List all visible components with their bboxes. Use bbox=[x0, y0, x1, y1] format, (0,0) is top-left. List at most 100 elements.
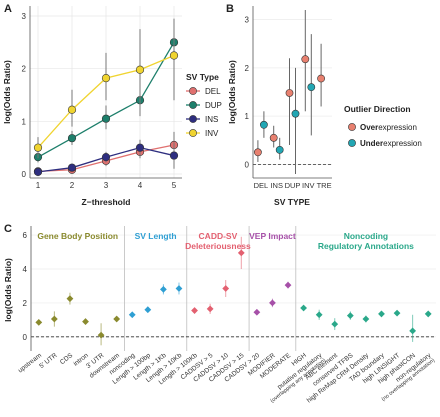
panel-a-y-tick-label: 3 bbox=[22, 12, 27, 21]
panel-b-y-axis-title: log(Odds Ratio) bbox=[227, 60, 237, 124]
panel-c-group-title: Noncoding bbox=[344, 231, 388, 241]
panel-b-legend-label-overexpression: Overexpression bbox=[360, 123, 417, 132]
panel-a-legend-key-inv bbox=[189, 129, 197, 137]
panel-a-legend-label-ins: INS bbox=[205, 115, 218, 124]
panel-a-x-tick-label: 2 bbox=[70, 181, 75, 190]
panel-c: C 0 2 4 6 Gene Body Position SV Length CADD-S… bbox=[3, 223, 436, 405]
panel-b-point-underexpression bbox=[275, 145, 284, 154]
panel-a-point-dup bbox=[101, 114, 111, 123]
panel-b-point-underexpression bbox=[291, 109, 300, 118]
panel-a-point-ins bbox=[33, 167, 43, 176]
panel-a-legend-label-del: DEL bbox=[205, 87, 221, 96]
panel-a-legend: SV Type DEL DUP INS INV bbox=[186, 72, 222, 138]
panel-b: B 0 1 2 3 DEL INS DUP INV TRE SV TYPE log(Odds R… bbox=[226, 3, 422, 207]
panel-b-y-tick-label: 2 bbox=[245, 64, 250, 73]
panel-b-point-overexpression bbox=[269, 133, 278, 142]
panel-b-point-overexpression bbox=[285, 89, 294, 97]
panel-b-marks bbox=[253, 10, 325, 174]
panel-b-legend: Outlier Direction Overexpression Underexp… bbox=[344, 104, 422, 148]
panel-a-letter: A bbox=[4, 3, 12, 15]
panel-c-y-tick-label: 2 bbox=[23, 299, 28, 308]
panel-c-x-tick-label: 5' UTR bbox=[38, 352, 59, 370]
panel-c-point bbox=[284, 281, 292, 289]
panel-a-point-ins bbox=[169, 151, 179, 160]
panel-c-point bbox=[222, 285, 230, 292]
panel-a-point-ins bbox=[67, 163, 77, 172]
panel-c-point bbox=[113, 315, 121, 323]
panel-a-x-tick-label: 1 bbox=[36, 181, 41, 190]
panel-b-point-underexpression bbox=[307, 83, 316, 92]
panel-a-y-axis-title: log(Odds Ratio) bbox=[2, 60, 12, 124]
panel-a-legend-key-del bbox=[189, 87, 197, 95]
panel-a-point-inv bbox=[67, 105, 77, 114]
panel-a-legend-label-inv: INV bbox=[205, 129, 219, 138]
panel-c-point bbox=[66, 295, 74, 303]
panel-b-point-overexpression bbox=[301, 55, 310, 64]
panel-a-point-inv bbox=[33, 143, 43, 152]
panel-a-legend-key-dup bbox=[189, 101, 197, 109]
panel-c-y-tick-label: 0 bbox=[23, 333, 28, 342]
panel-c-point bbox=[378, 310, 385, 318]
panel-b-x-tick-label: DEL bbox=[254, 181, 269, 190]
panel-c-point bbox=[300, 304, 307, 312]
panel-b-x-tick-label: DUP bbox=[285, 181, 301, 190]
panel-c-point bbox=[175, 285, 183, 292]
panel-c-group-title: Deleteriousness bbox=[185, 241, 251, 251]
panel-c-point bbox=[97, 331, 105, 339]
panel-a-point-inv bbox=[169, 51, 179, 60]
panel-a-point-inv bbox=[135, 65, 145, 74]
panel-c-group-titles: Gene Body Position SV Length CADD-SVDelete… bbox=[37, 231, 414, 251]
panel-c-group-title: VEP Impact bbox=[249, 231, 296, 241]
panel-c-point bbox=[393, 309, 401, 317]
panel-a-x-tick-label: 5 bbox=[172, 181, 177, 190]
panel-c-marks bbox=[35, 236, 432, 346]
panel-c-point bbox=[269, 299, 276, 307]
panel-a-y-tick-label: 0 bbox=[22, 170, 27, 179]
panel-b-axes: 0 1 2 3 DEL INS DUP INV TRE bbox=[245, 6, 332, 190]
panel-a-legend-key-ins bbox=[189, 115, 197, 123]
panel-a-point-dup bbox=[67, 134, 77, 143]
panel-c-x-tick-label: CDS bbox=[59, 352, 75, 366]
panel-c-point bbox=[409, 327, 417, 335]
panel-b-x-axis-title: SV TYPE bbox=[274, 197, 310, 207]
panel-b-point-overexpression bbox=[317, 74, 325, 83]
panel-b-legend-key-overexpression bbox=[348, 123, 356, 131]
panel-b-legend-label-underexpression: Underexpression bbox=[360, 139, 422, 148]
panel-a-x-tick-label: 3 bbox=[104, 181, 109, 190]
panel-c-point bbox=[144, 306, 152, 314]
panel-b-letter: B bbox=[226, 3, 234, 15]
panel-a-legend-title: SV Type bbox=[186, 72, 219, 82]
panel-b-y-tick-label: 1 bbox=[245, 112, 250, 121]
panel-b-x-tick-label: TRE bbox=[317, 181, 332, 190]
panel-a-y-tick-label: 1 bbox=[22, 117, 27, 126]
panel-c-axes: 0 2 4 6 bbox=[23, 226, 436, 351]
panel-a-marks bbox=[33, 18, 179, 176]
panel-c-y-tick-label: 4 bbox=[23, 265, 28, 274]
panel-c-y-tick-label: 6 bbox=[23, 231, 28, 240]
panel-b-y-tick-label: 0 bbox=[245, 160, 250, 169]
panel-c-point bbox=[82, 318, 89, 325]
panel-c-group-title: Regulatory Annotations bbox=[318, 241, 414, 251]
panel-b-legend-title: Outlier Direction bbox=[344, 104, 411, 114]
panel-a-x-tick-label: 4 bbox=[138, 181, 143, 190]
panel-c-point bbox=[50, 315, 58, 323]
panel-a-point-ins bbox=[101, 153, 111, 162]
panel-a-y-tick-label: 2 bbox=[22, 65, 27, 74]
panel-c-point bbox=[237, 249, 245, 257]
panel-a-x-axis-title: Z−threshold bbox=[82, 197, 131, 207]
panel-b-point-underexpression bbox=[259, 120, 268, 129]
panel-c-plot-area bbox=[31, 226, 436, 351]
panel-c-y-axis-title: log(Odds Ratio) bbox=[3, 258, 13, 322]
panel-c-point bbox=[253, 308, 261, 316]
panel-c-point bbox=[362, 315, 370, 323]
panel-b-point-overexpression bbox=[253, 148, 262, 157]
panel-b-legend-key-underexpression bbox=[348, 139, 356, 147]
panel-c-group-title: SV Length bbox=[135, 231, 177, 241]
panel-c-letter: C bbox=[4, 223, 12, 235]
panel-a-legend-label-dup: DUP bbox=[205, 101, 222, 110]
panel-c-group-title: Gene Body Position bbox=[37, 231, 118, 241]
